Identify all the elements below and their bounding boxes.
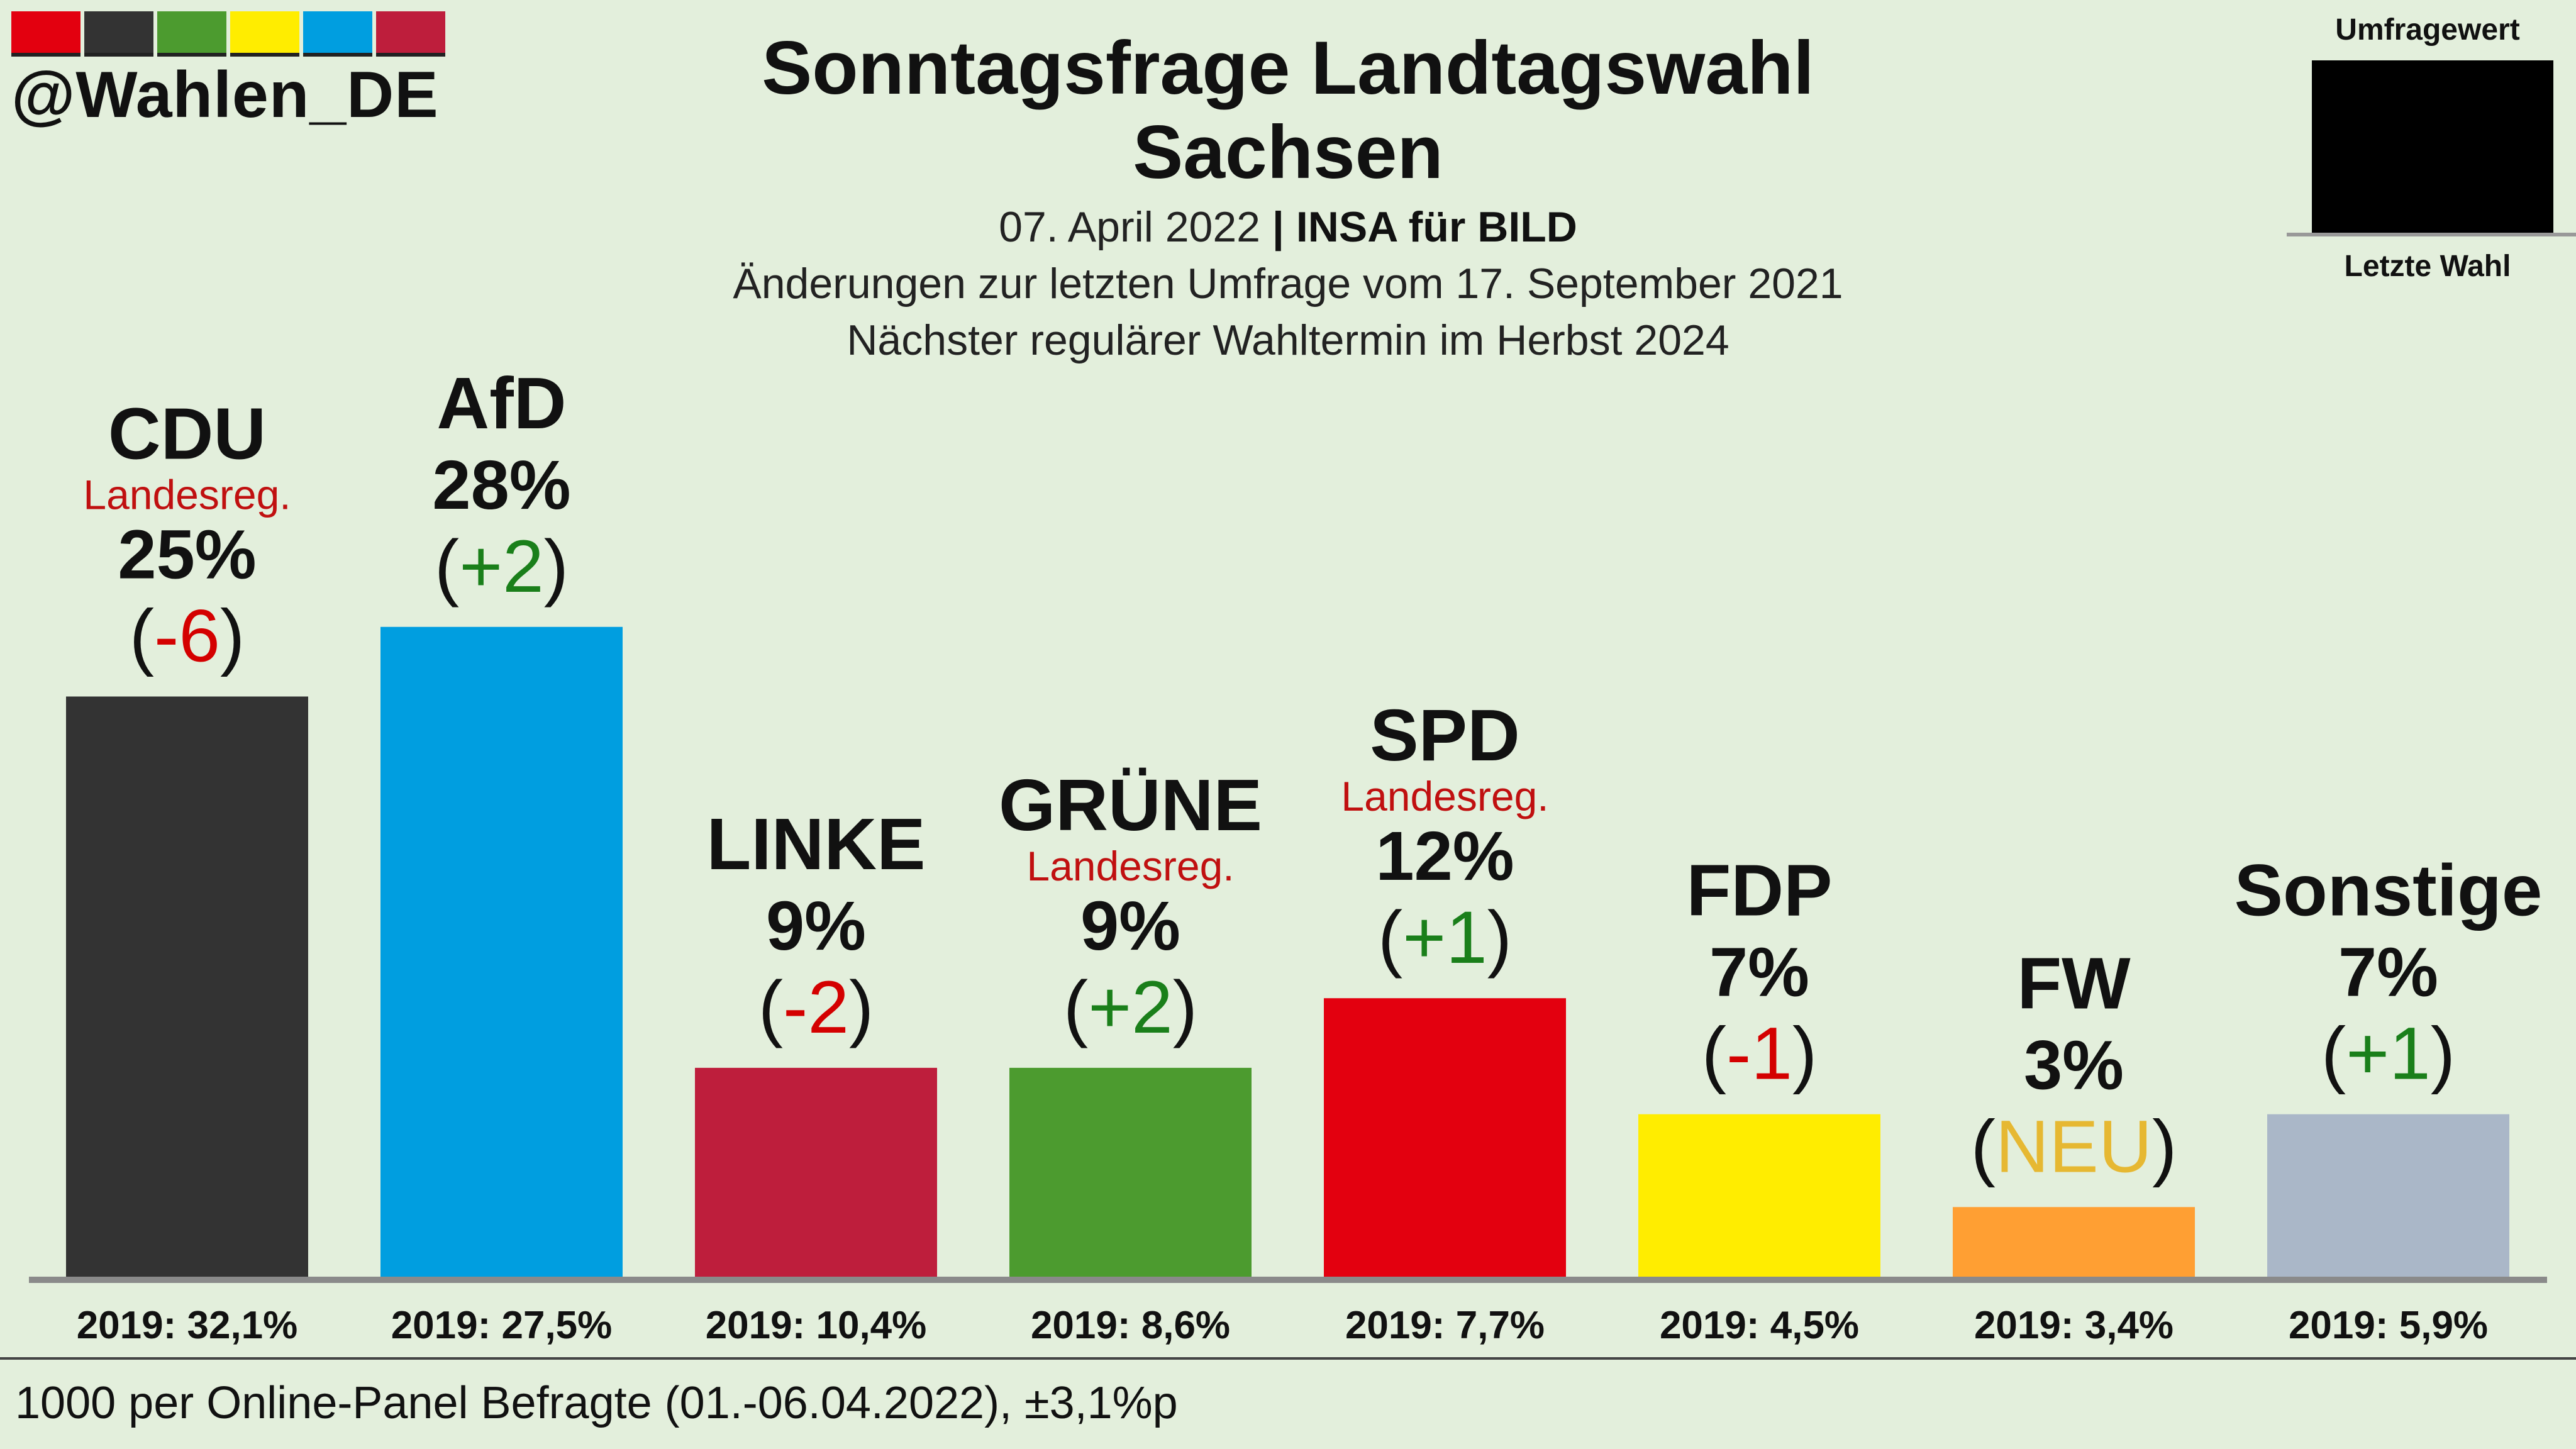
category-label: GRÜNE [999, 764, 1262, 846]
change-label: (-2) [758, 966, 874, 1049]
brand-stripes [11, 11, 445, 57]
next-election-note: Nächster regulärer Wahltermin im Herbst … [847, 316, 1729, 364]
value-label: 25% [118, 516, 256, 594]
bar [66, 696, 308, 1277]
change-label: (NEU) [1971, 1105, 2177, 1188]
category-label: CDU [108, 393, 266, 475]
change-label: (+1) [2321, 1013, 2455, 1096]
value-label: 7% [2338, 934, 2438, 1011]
legend-poll-label: Umfragewert [2335, 13, 2520, 47]
separator: | [1272, 203, 1284, 251]
brand-stripe [230, 11, 299, 57]
bar [1009, 1067, 1252, 1277]
category-label: SPD [1370, 694, 1520, 776]
category-label: AfD [436, 362, 566, 444]
x-axis-baseline [29, 1277, 2547, 1283]
chart-title-line2: Sachsen [1133, 110, 1443, 194]
footer-divider [0, 1357, 2576, 1360]
last-election-label: 2019: 7,7% [1345, 1304, 1545, 1347]
bar [695, 1067, 937, 1277]
bar [1324, 998, 1566, 1277]
change-label: (-6) [130, 595, 245, 678]
legend-election-label: Letzte Wahl [2344, 250, 2511, 283]
brand-stripe [157, 11, 226, 57]
category-label: FDP [1687, 850, 1833, 931]
government-label: Landesreg. [1026, 843, 1234, 889]
value-label: 9% [1080, 887, 1180, 965]
change-label: (-1) [1702, 1013, 1818, 1096]
brand-stripe [84, 11, 153, 57]
category-label: Sonstige [2235, 850, 2543, 931]
legend-divider [2287, 233, 2576, 236]
value-label: 12% [1375, 818, 1514, 895]
bar [1953, 1207, 2195, 1277]
last-election-label: 2019: 8,6% [1031, 1304, 1230, 1347]
legend-poll-swatch [2312, 60, 2553, 233]
category-label: FW [2017, 942, 2131, 1024]
bar [380, 626, 623, 1277]
change-label: (+2) [435, 525, 569, 608]
value-label: 3% [2024, 1026, 2124, 1104]
value-label: 7% [1709, 934, 1809, 1011]
subtitle-source: 07. April 2022 | INSA für BILD [0, 203, 2576, 252]
category-label: LINKE [707, 803, 926, 885]
last-election-label: 2019: 27,5% [391, 1304, 613, 1347]
bar [2267, 1114, 2509, 1277]
last-election-label: 2019: 10,4% [706, 1304, 927, 1347]
change-label: (+1) [1378, 896, 1512, 979]
last-election-label: 2019: 3,4% [1974, 1304, 2174, 1347]
government-label: Landesreg. [83, 472, 291, 518]
brand-stripe [376, 11, 445, 57]
brand-handle: @Wahlen_DE [11, 58, 439, 131]
change-label: (+2) [1063, 966, 1197, 1049]
chart-title-line1: Sonntagsfrage Landtagswahl [762, 26, 1814, 110]
poll-date: 07. April 2022 [999, 203, 1260, 251]
changes-note: Änderungen zur letzten Umfrage vom 17. S… [733, 260, 1843, 308]
footer-sample-note: 1000 per Online-Panel Befragte (01.-06.0… [15, 1378, 1178, 1428]
brand-stripe [11, 11, 80, 57]
value-label: 28% [432, 447, 570, 524]
last-election-label: 2019: 5,9% [2289, 1304, 2488, 1347]
last-election-label: 2019: 32,1% [77, 1304, 298, 1347]
government-label: Landesreg. [1341, 773, 1548, 819]
poll-institute: INSA für BILD [1296, 203, 1577, 251]
brand-stripe [303, 11, 372, 57]
value-label: 9% [766, 887, 866, 965]
bar [1638, 1114, 1880, 1277]
last-election-label: 2019: 4,5% [1660, 1304, 1859, 1347]
